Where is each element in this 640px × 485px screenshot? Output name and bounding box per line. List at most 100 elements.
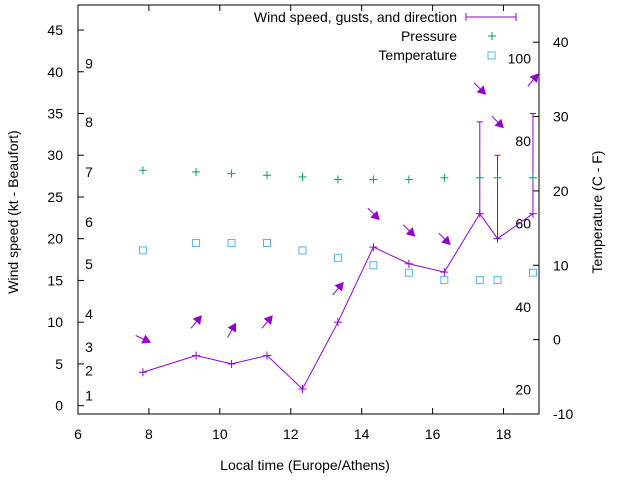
- fahrenheit-label: 100: [508, 51, 532, 67]
- wind-speed-points: [138, 209, 537, 393]
- wind-speed-point: [440, 268, 449, 277]
- y-tick-label: 10: [47, 314, 63, 330]
- x-tick-label: 10: [212, 426, 228, 442]
- temperature-point: [298, 246, 307, 255]
- x-axis-label: Local time (Europe/Athens): [220, 457, 390, 473]
- arrow-head: [441, 235, 451, 246]
- arrow-head: [141, 334, 152, 344]
- y-tick-label: 5: [55, 356, 63, 372]
- legend-label-temperature: Temperature: [378, 47, 457, 63]
- wind-speed-point: [333, 318, 342, 327]
- beaufort-label: 8: [85, 114, 93, 130]
- fahrenheit-label: 80: [515, 133, 531, 149]
- temperature-point: [404, 268, 413, 277]
- legend-label-wind: Wind speed, gusts, and direction: [254, 9, 457, 25]
- x-tick-label: 8: [145, 426, 153, 442]
- x-tick-label: 16: [425, 426, 441, 442]
- fahrenheit-label: 20: [515, 381, 531, 397]
- y-tick-label: 40: [47, 64, 63, 80]
- wind-speed-point: [493, 234, 502, 243]
- beaufort-labels: 1 2 3 4 5 6 7 8 9: [85, 55, 93, 403]
- y-tick-label: 35: [47, 106, 63, 122]
- wind-direction-arrow: [135, 334, 152, 344]
- pressure-point: [138, 166, 147, 175]
- wind-direction-arrow: [332, 281, 344, 296]
- plot-frame: [77, 4, 540, 415]
- wind-speed-point: [404, 259, 413, 268]
- pressure-points: [138, 166, 537, 184]
- pressure-point: [333, 175, 342, 184]
- wind-speed-point: [192, 351, 201, 360]
- temperature-point: [333, 253, 342, 262]
- wind-speed-point: [475, 209, 484, 218]
- beaufort-label: 1: [85, 388, 93, 404]
- fahrenheit-label: 40: [515, 299, 531, 315]
- x-tick-label: 18: [496, 426, 512, 442]
- y2-tick-label: 0: [553, 332, 561, 348]
- wind-speed-point: [227, 359, 236, 368]
- temperature-point: [528, 268, 537, 277]
- y2-axis-ticks: -10 0 10 20 30 40: [533, 34, 573, 422]
- wind-direction-arrow: [227, 322, 237, 338]
- wind-speed-point: [138, 368, 147, 377]
- beaufort-label: 3: [85, 339, 93, 355]
- y-tick-label: 20: [47, 231, 63, 247]
- y-tick-label: 25: [47, 189, 63, 205]
- x-axis-ticks: 6 8 10 12 14 16 18: [74, 5, 512, 442]
- y2-tick-label: -10: [553, 406, 573, 422]
- legend-swatch-pressure: [488, 32, 496, 40]
- arrow-head: [227, 322, 237, 333]
- arrow-head: [476, 85, 487, 95]
- pressure-point: [493, 173, 502, 182]
- temperature-point: [138, 246, 147, 255]
- wind-speed-point: [369, 243, 378, 252]
- arrow-head: [192, 315, 202, 325]
- pressure-point: [528, 173, 537, 182]
- y-tick-label: 15: [47, 272, 63, 288]
- fahrenheit-labels: 20 40 60 80 100: [508, 51, 532, 398]
- pressure-point: [263, 171, 272, 180]
- pressure-point: [227, 169, 236, 178]
- x-tick-label: 6: [74, 426, 82, 442]
- x-tick-label: 14: [354, 426, 370, 442]
- y-tick-label: 45: [47, 22, 63, 38]
- temperature-point: [227, 238, 236, 247]
- wind-direction-arrow: [438, 232, 451, 246]
- wind-speed-point: [528, 209, 537, 218]
- y2-tick-label: 20: [553, 183, 569, 199]
- arrow-head: [494, 118, 504, 129]
- arrow-head: [405, 227, 416, 237]
- temperature-point: [440, 276, 449, 285]
- legend-label-pressure: Pressure: [401, 28, 457, 44]
- beaufort-label: 7: [85, 164, 93, 180]
- temperature-point: [369, 261, 378, 270]
- wind-direction-arrow: [527, 73, 539, 87]
- legend-swatch-temperature: [487, 51, 496, 60]
- y-tick-label: 30: [47, 147, 63, 163]
- arrow-head: [334, 281, 344, 292]
- y2-axis-label: Temperature (C - F): [589, 151, 605, 274]
- fahrenheit-label: 60: [515, 216, 531, 232]
- temperature-point: [263, 238, 272, 247]
- temperature-points: [138, 238, 537, 285]
- wind-direction-arrows: [135, 73, 539, 344]
- wind-speed-point: [263, 351, 272, 360]
- wind-direction-arrow: [402, 224, 416, 237]
- wind-speed-point: [298, 384, 307, 393]
- arrow-head: [529, 73, 539, 83]
- legend: Wind speed, gusts, and direction Pressur…: [254, 9, 517, 63]
- beaufort-label: 6: [85, 214, 93, 230]
- wind-speed-line: [142, 212, 534, 390]
- wind-direction-arrow: [261, 315, 273, 329]
- wind-direction-arrow: [491, 115, 504, 129]
- wind-direction-arrow: [367, 207, 380, 221]
- wind-gust-bars: [476, 113, 536, 239]
- pressure-point: [475, 173, 484, 182]
- temperature-point: [493, 276, 502, 285]
- beaufort-label: 2: [85, 363, 93, 379]
- beaufort-label: 4: [85, 306, 93, 322]
- y2-tick-label: 40: [553, 34, 569, 50]
- y-axis-ticks: 0 5 10 15 20 25 30 35 40 45: [47, 22, 84, 414]
- y-axis-label: Wind speed (kt - Beaufort): [5, 130, 21, 293]
